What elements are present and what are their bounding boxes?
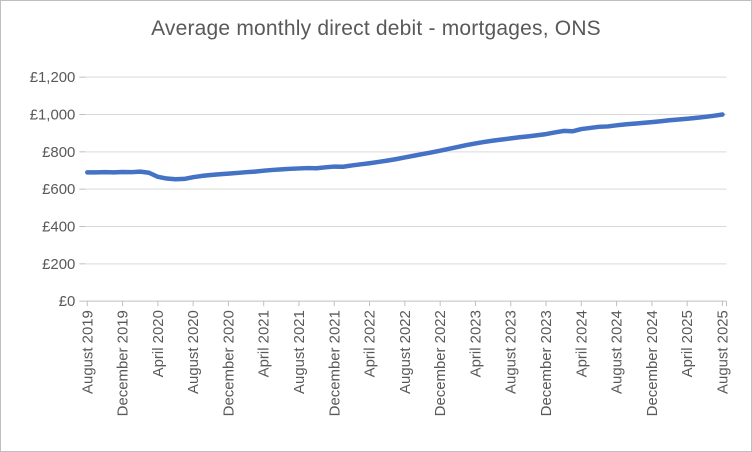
x-axis-tick-label: April 2022 [362,310,379,377]
x-axis-tick-label: April 2020 [150,310,167,377]
x-axis-tick-label: April 2021 [256,310,273,377]
x-axis-tick-label: August 2023 [503,310,520,394]
x-axis-tick-label: April 2024 [573,310,590,377]
x-axis-tick-label: December 2022 [432,310,449,416]
x-axis-tick-label: December 2023 [538,310,555,416]
x-axis-tick-label: August 2021 [291,310,308,394]
y-axis-tick-label: £0 [59,293,76,310]
x-axis-tick-label: December 2024 [644,310,661,416]
y-axis-tick-label: £1,000 [30,106,76,123]
x-axis-tick-label: August 2022 [397,310,414,394]
x-axis-tick-label: August 2019 [79,310,96,394]
x-axis-tick-label: December 2021 [326,310,343,416]
x-axis-tick-label: August 2024 [609,310,626,394]
y-axis-tick-label: £1,200 [30,69,76,86]
x-axis-tick-label: December 2020 [220,310,237,416]
chart-title: Average monthly direct debit - mortgages… [151,17,601,40]
x-axis-tick-label: December 2019 [115,310,132,416]
y-axis-tick-label: £600 [42,181,75,198]
x-axis-tick-label: April 2025 [679,310,696,377]
y-axis-tick-label: £200 [42,256,75,273]
y-axis-tick-label: £400 [42,218,75,235]
data-line-mortgage-direct-debit [85,112,725,182]
y-axis-tick-label: £800 [42,144,75,161]
x-axis-tick-label: August 2025 [714,310,731,394]
x-axis-tick-label: April 2023 [467,310,484,377]
x-axis-tick-label: August 2020 [185,310,202,394]
